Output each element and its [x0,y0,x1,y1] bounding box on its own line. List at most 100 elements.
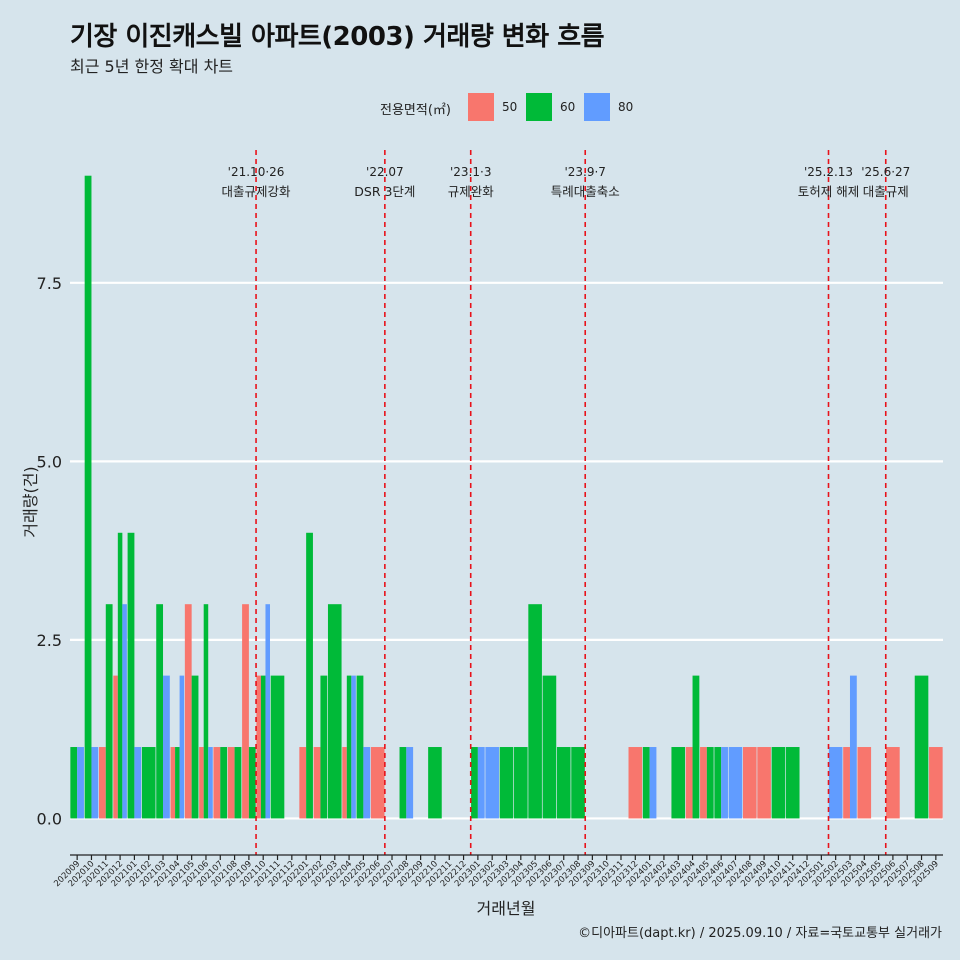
bar-202109-50 [242,604,249,819]
bar-202503-50 [843,747,850,819]
bar-202009-80 [77,747,84,819]
bars [70,175,943,819]
bar-202202-50 [313,747,321,819]
bar-202411-60 [785,747,800,819]
bar-202506-50 [886,747,900,819]
bar-202106-50 [199,747,204,819]
bar-202103-60 [156,604,164,819]
annotation-label: 특례대출축소 [551,184,620,199]
legend-swatch-60 [526,93,552,121]
legend-label-80: 80 [618,100,634,114]
bar-202110-60 [260,675,266,819]
legend-title: 전용면적(㎡) [380,103,451,118]
bar-202104-50 [170,747,176,819]
chart-subtitle: 최근 5년 한정 확대 차트 [70,57,234,76]
bar-202206-50 [370,747,385,819]
bar-202509-50 [929,747,943,819]
bar-202408-50 [742,747,757,819]
annotation-date: '21.10·26 [228,165,285,179]
legend: 전용면적(㎡) 50 60 80 [0,92,960,122]
chart-title: 기장 이진캐스빌 아파트(2003) 거래량 변화 흐름 [70,22,605,52]
annotation-label: 토허제 해제 [798,184,859,199]
annotation-lines [255,150,887,855]
bar-202304-60 [514,747,528,819]
bar-202102-60 [141,747,156,819]
annotation-label: 대출규제 [863,184,909,199]
bar-202202-60 [320,675,328,819]
bar-202110-50 [256,675,261,819]
bar-202407-80 [728,747,743,819]
annotation-label: 대출규제강화 [222,184,292,199]
bar-202101-80 [134,747,142,819]
grid-lines [70,281,943,820]
annotation-date: '23.9·7 [564,165,605,179]
y-tick-label: 0.0 [37,809,62,828]
bar-202101-60 [127,532,135,819]
bar-202503-80 [849,675,857,819]
annotation-date: '23.1·3 [450,165,491,179]
bar-202401-80 [649,747,657,819]
bar-202108-50 [227,747,235,819]
annotation-labels: '21.10·26 대출규제강화 '22.07 DSR 3단계 '23.1·3 규제완화 '… [222,165,911,199]
bar-202111-60 [270,675,285,819]
x-axis-label: 거래년월 [477,899,536,918]
bar-202404-50 [685,747,693,819]
bar-202301-80 [477,747,485,819]
bar-202011-50 [98,747,106,819]
bar-202010-80 [91,747,99,819]
bar-202301-60 [471,747,478,819]
bar-202210-60 [428,747,442,819]
bar-202009-60 [70,747,78,819]
bar-202203-60 [327,604,342,819]
y-tick-label: 7.5 [37,274,62,293]
legend-label-50: 50 [502,100,518,114]
y-axis-label: 거래량(건) [21,466,40,537]
bar-202405-60 [706,747,714,819]
annotation-date: '25.2.13 [804,165,853,179]
bar-202204-60 [346,675,352,819]
bar-202104-80 [179,675,185,819]
bar-202103-80 [163,675,170,819]
bar-202406-60 [714,747,722,819]
bar-202109-60 [248,747,256,819]
bar-202307-60 [556,747,571,819]
bar-202410-60 [771,747,786,819]
bar-202204-80 [351,675,356,819]
bar-202010-60 [84,175,92,819]
bar-202205-80 [363,747,371,819]
bar-202208-80 [406,747,414,819]
bar-202502-80 [828,747,843,819]
bar-202409-50 [757,747,771,819]
bar-202205-60 [356,675,364,819]
y-tick-label: 5.0 [37,452,62,471]
bar-202405-50 [700,747,707,819]
bar-202201-50 [299,747,307,819]
bar-202106-80 [208,747,213,819]
bar-202105-50 [184,604,192,819]
annotation-date: '22.07 [366,165,404,179]
bar-202108-60 [234,747,242,819]
bar-202403-60 [671,747,686,819]
annotation-label: 규제완화 [448,184,495,199]
bar-202012-60 [117,532,123,819]
bar-202208-60 [399,747,407,819]
legend-swatch-50 [468,93,494,121]
bar-202107-60 [220,747,228,819]
bar-202303-60 [499,747,514,819]
bar-202504-50 [857,747,872,819]
bar-202110-80 [265,604,271,819]
annotation-label: DSR 3단계 [354,184,415,199]
bar-202104-60 [175,747,180,819]
legend-swatch-80 [584,93,610,121]
bar-202305-60 [528,604,542,819]
bar-202308-60 [571,747,585,819]
bar-202401-60 [642,747,650,819]
bar-202406-80 [721,747,728,819]
bar-202312-50 [628,747,643,819]
bar-202105-60 [191,675,199,819]
bar-202011-60 [105,604,113,819]
bar-202204-50 [342,747,347,819]
bar-202012-80 [122,604,127,819]
bar-202404-60 [692,675,700,819]
